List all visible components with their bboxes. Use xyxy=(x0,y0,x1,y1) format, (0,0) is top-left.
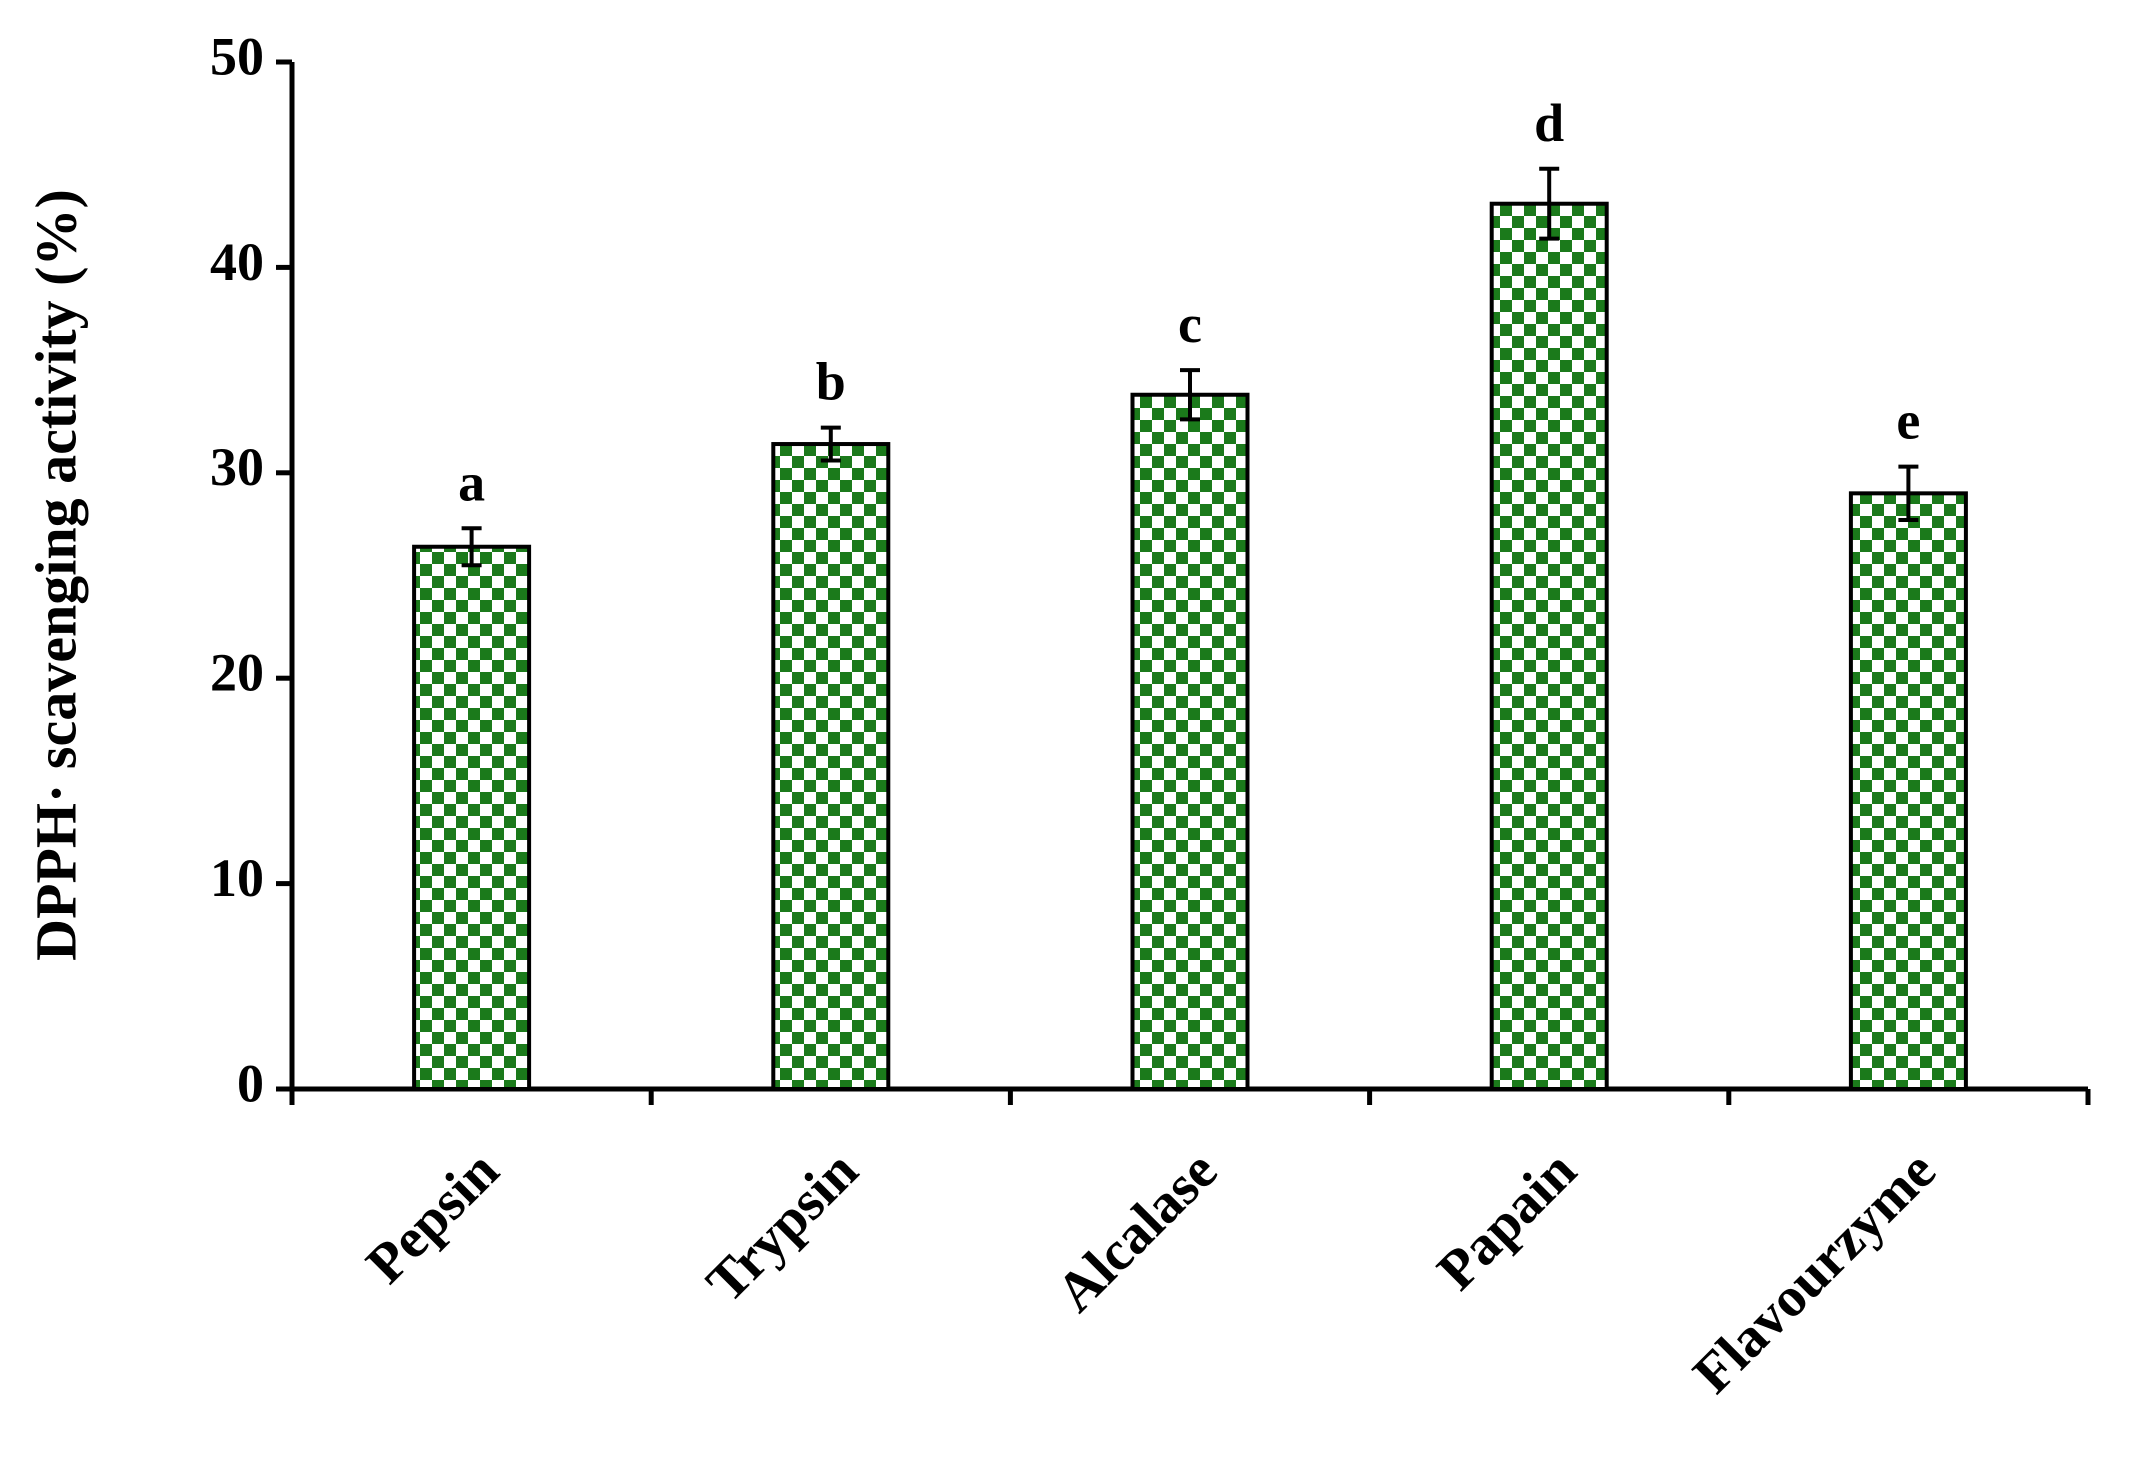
significance-letter: e xyxy=(1896,391,1920,451)
error-bar xyxy=(461,526,482,568)
x-tick-label: Flavourzyme xyxy=(1682,1139,1948,1405)
bar xyxy=(1489,201,1609,1091)
y-axis-label: DPPH· scavenging activity (%) xyxy=(23,189,88,961)
significance-letter: b xyxy=(816,352,846,412)
error-bar xyxy=(1898,464,1919,523)
bar xyxy=(1848,491,1968,1091)
error-bar xyxy=(1539,166,1560,241)
y-tick-label: 10 xyxy=(210,848,264,908)
bar xyxy=(412,544,532,1091)
y-tick-label: 20 xyxy=(210,643,264,703)
bar xyxy=(771,442,891,1091)
x-tick-label: Alcalase xyxy=(1045,1139,1230,1324)
error-bar xyxy=(1180,368,1200,422)
significance-letter: c xyxy=(1178,294,1202,354)
x-tick-label: Papain xyxy=(1426,1139,1589,1302)
error-bar xyxy=(820,425,841,463)
significance-letter: d xyxy=(1534,93,1564,153)
bar xyxy=(1130,392,1250,1091)
y-tick-label: 50 xyxy=(210,26,264,86)
x-tick-label: Trypsin xyxy=(695,1139,870,1314)
significance-letter: a xyxy=(458,452,485,512)
y-tick-label: 30 xyxy=(210,437,264,497)
y-tick-label: 40 xyxy=(210,232,264,292)
x-tick-label: Pepsin xyxy=(355,1139,511,1295)
y-tick-label: 0 xyxy=(237,1053,264,1113)
